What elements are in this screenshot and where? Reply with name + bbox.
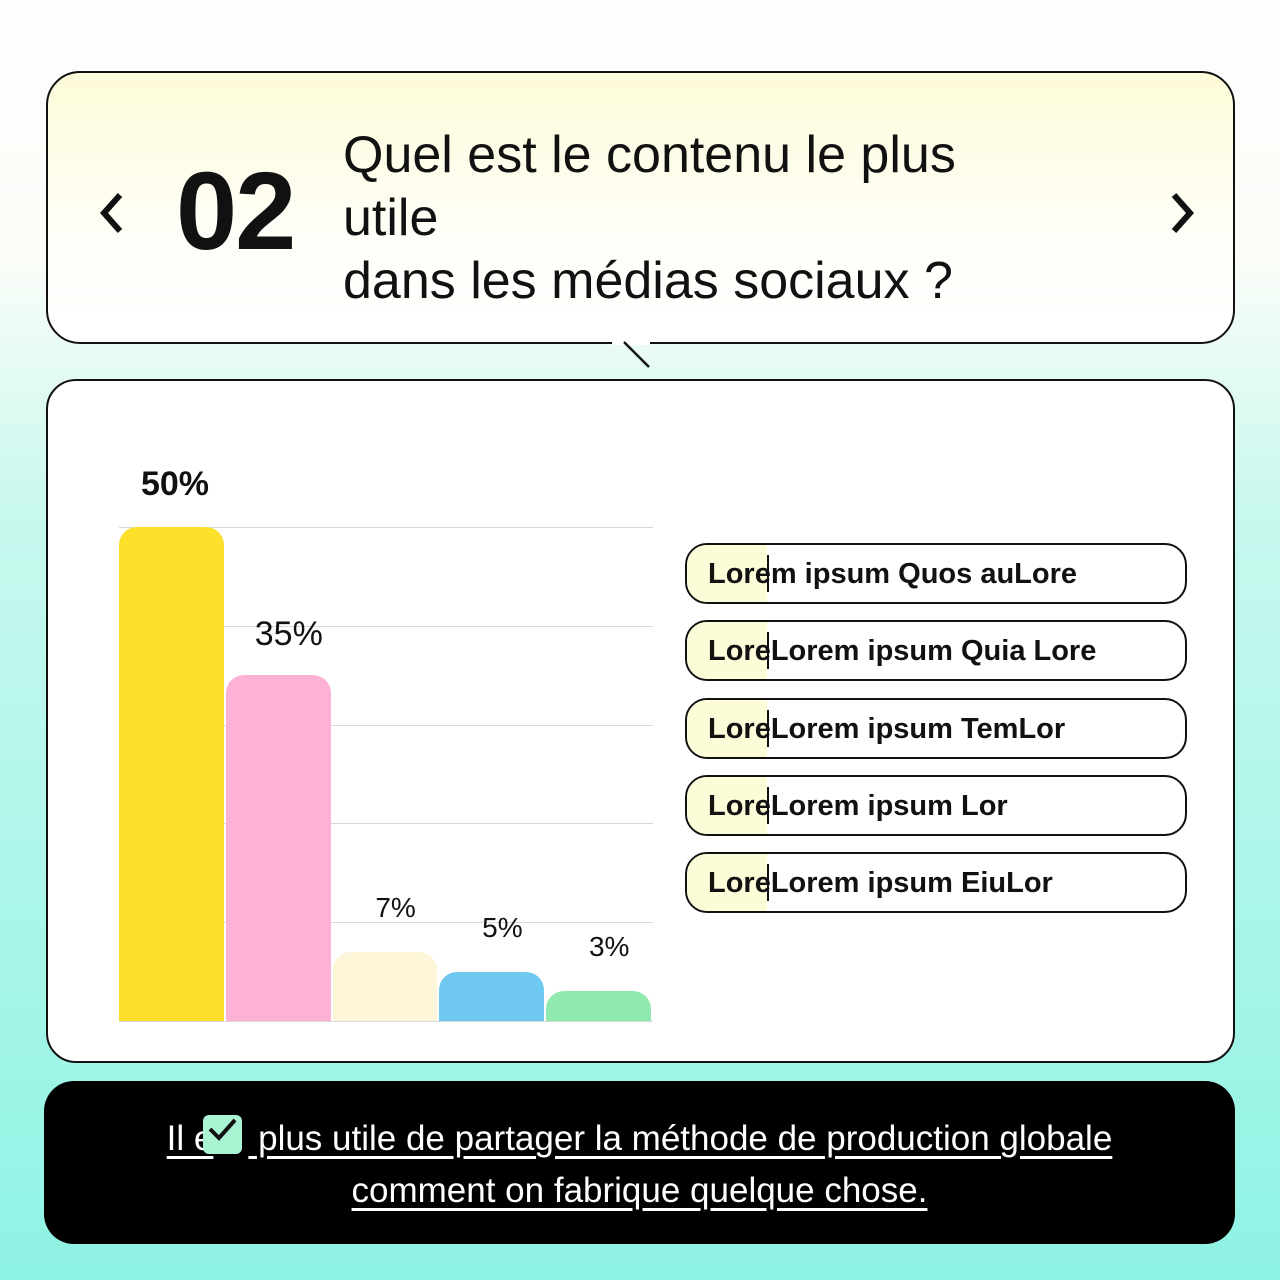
- question-number: 02: [176, 150, 296, 273]
- question-line: Quel est le contenu le plus: [343, 126, 956, 184]
- footer-banner: Il e plus utile de partager la méthode d…: [44, 1081, 1235, 1244]
- option-item[interactable]: LoreLorem ipsum Lor: [685, 775, 1187, 836]
- gridline: [119, 527, 653, 528]
- chevron-right-icon[interactable]: [1166, 185, 1198, 250]
- option-item[interactable]: LoreLorem ipsum Quia Lore: [685, 620, 1187, 681]
- footer-text: comment on fabrique quelque chose.: [351, 1171, 928, 1210]
- progress-fill: [687, 854, 767, 911]
- bar: [439, 971, 545, 1021]
- bar: [225, 675, 331, 1021]
- option-label: LoreLorem ipsum TemLor: [708, 713, 1066, 745]
- data-label: 3%: [588, 931, 630, 963]
- data-label: 7%: [375, 891, 416, 923]
- gridline: [119, 1021, 653, 1022]
- progress-fill: [687, 622, 767, 679]
- speech-bubble-tail: [612, 341, 650, 368]
- gridline: [119, 724, 653, 726]
- gridline: [119, 922, 653, 924]
- option-label: LoreLorem ipsum Lor: [708, 790, 1008, 822]
- option-label: LoreLorem ipsum Quia Lore: [708, 635, 1097, 667]
- data-label: 35%: [254, 615, 323, 654]
- data-label: 50%: [140, 465, 210, 503]
- option-label: LoreLorem ipsum EiuLor: [708, 867, 1053, 899]
- progress-marker: [766, 787, 769, 824]
- progress-marker: [766, 710, 769, 747]
- footer-link[interactable]: Il e plus utile de partager la méthode d…: [44, 1113, 1235, 1217]
- chevron-left-icon[interactable]: [96, 185, 128, 250]
- option-item[interactable]: Lorem ipsum Quos auLore: [685, 543, 1187, 604]
- option-item[interactable]: LoreLorem ipsum TemLor: [685, 698, 1187, 759]
- progress-fill: [687, 700, 767, 757]
- progress-marker: [766, 555, 769, 592]
- question-panel: [46, 71, 1235, 344]
- bar: [546, 991, 651, 1021]
- bar: [332, 951, 438, 1021]
- question-line: dans les médias sociaux ?: [343, 252, 953, 310]
- gridline: [119, 625, 653, 627]
- progress-fill: [687, 545, 767, 602]
- data-label: 5%: [482, 911, 523, 943]
- progress-marker: [766, 864, 769, 901]
- gridline: [119, 823, 653, 825]
- question-title: Quel est le contenu le plus utile dans l…: [343, 124, 1043, 313]
- checkbox-checked-icon: [203, 1115, 243, 1154]
- question-line: utile: [343, 189, 439, 247]
- option-label: Lorem ipsum Quos auLore: [708, 558, 1077, 590]
- progress-fill: [687, 777, 767, 834]
- bar: [119, 527, 224, 1021]
- progress-marker: [766, 632, 769, 669]
- footer-text: plus utile de partager la méthode de pro…: [248, 1119, 1113, 1158]
- option-item[interactable]: LoreLorem ipsum EiuLor: [685, 852, 1187, 913]
